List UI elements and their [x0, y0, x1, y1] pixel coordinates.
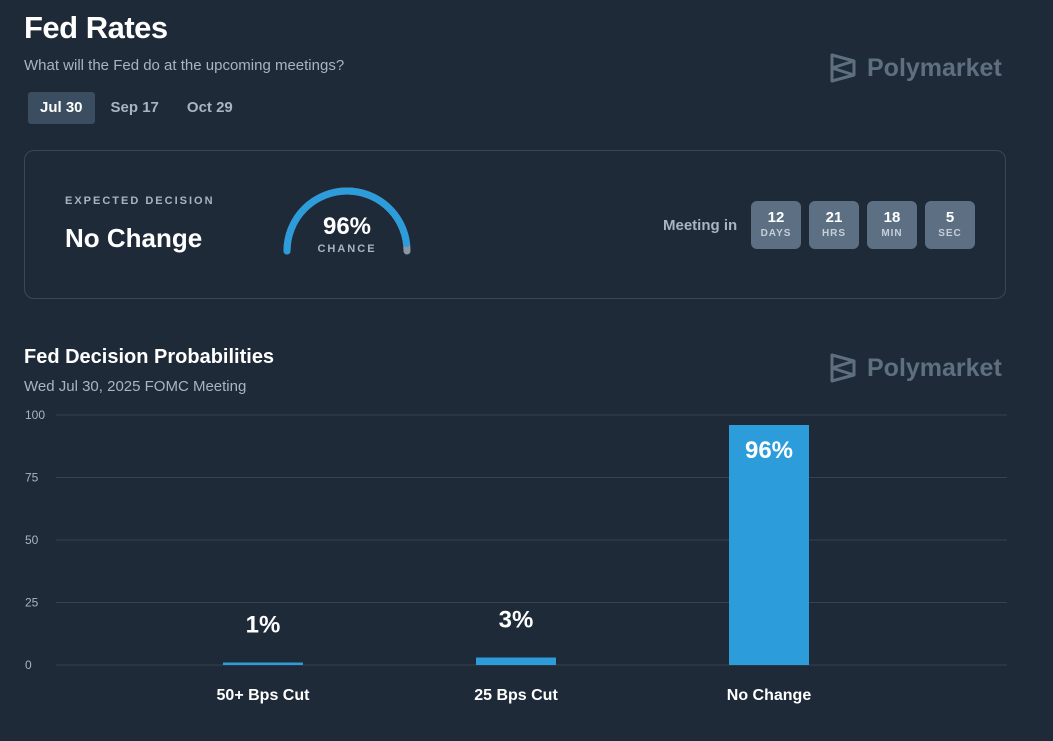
countdown-hours: 21 HRS — [809, 201, 859, 249]
countdown-seconds: 5 SEC — [925, 201, 975, 249]
countdown-unit: DAYS — [760, 228, 792, 239]
chance-gauge — [283, 187, 411, 255]
x-category-label: 50+ Bps Cut — [217, 687, 311, 704]
bar-value-label: 3% — [499, 607, 534, 634]
countdown-value: 5 — [945, 209, 955, 226]
x-category-label: No Change — [727, 687, 812, 704]
polymarket-logo-chart: Polymarket — [829, 352, 1002, 384]
y-tick-label: 25 — [25, 596, 39, 610]
countdown: 12 DAYS 21 HRS 18 MIN 5 SEC — [751, 201, 975, 249]
polymarket-icon — [830, 53, 856, 83]
y-tick-label: 100 — [25, 408, 45, 422]
polymarket-logo: Polymarket — [829, 52, 1002, 84]
expected-decision-label: EXPECTED DECISION — [65, 195, 215, 207]
meeting-tabs: Jul 30 Sep 17 Oct 29 — [28, 92, 245, 124]
y-tick-label: 0 — [25, 658, 32, 672]
page-title: Fed Rates — [24, 10, 168, 45]
tab-oct-29[interactable]: Oct 29 — [186, 99, 233, 116]
bar — [729, 425, 809, 665]
y-tick-label: 50 — [25, 533, 39, 547]
countdown-unit: HRS — [821, 228, 847, 239]
countdown-days: 12 DAYS — [751, 201, 801, 249]
chance-label: CHANCE — [317, 243, 377, 255]
countdown-value: 12 — [767, 209, 785, 226]
chart-subtitle: Wed Jul 30, 2025 FOMC Meeting — [24, 378, 247, 395]
expected-decision-card: EXPECTED DECISION No Change 96% CHANCE M… — [24, 150, 1006, 299]
chance-percent: 96% — [322, 213, 372, 240]
meeting-in-label: Meeting in — [663, 217, 738, 234]
expected-decision-value: No Change — [65, 223, 203, 253]
bar-value-label: 1% — [246, 612, 281, 639]
tab-jul-30[interactable]: Jul 30 — [28, 92, 95, 124]
bar — [223, 662, 303, 665]
countdown-value: 18 — [883, 209, 901, 226]
gauge-fill — [283, 187, 411, 255]
countdown-value: 21 — [825, 209, 843, 226]
brand-name: Polymarket — [867, 353, 1002, 382]
brand-name: Polymarket — [867, 53, 1002, 82]
chart-title: Fed Decision Probabilities — [24, 346, 275, 368]
countdown-minutes: 18 MIN — [867, 201, 917, 249]
tab-sep-17[interactable]: Sep 17 — [110, 99, 159, 116]
x-category-label: 25 Bps Cut — [474, 687, 558, 704]
probability-bar-chart: 0 25 50 75 100 1% 50+ Bps Cut 3% 25 Bps Cut 96% No… — [25, 408, 1007, 704]
countdown-unit: SEC — [938, 228, 962, 239]
page-subtitle: What will the Fed do at the upcoming mee… — [24, 57, 345, 74]
y-tick-label: 75 — [25, 471, 39, 485]
countdown-unit: MIN — [881, 228, 903, 239]
bar — [476, 657, 556, 665]
bar-value-label: 96% — [745, 437, 793, 464]
polymarket-icon — [830, 353, 856, 383]
